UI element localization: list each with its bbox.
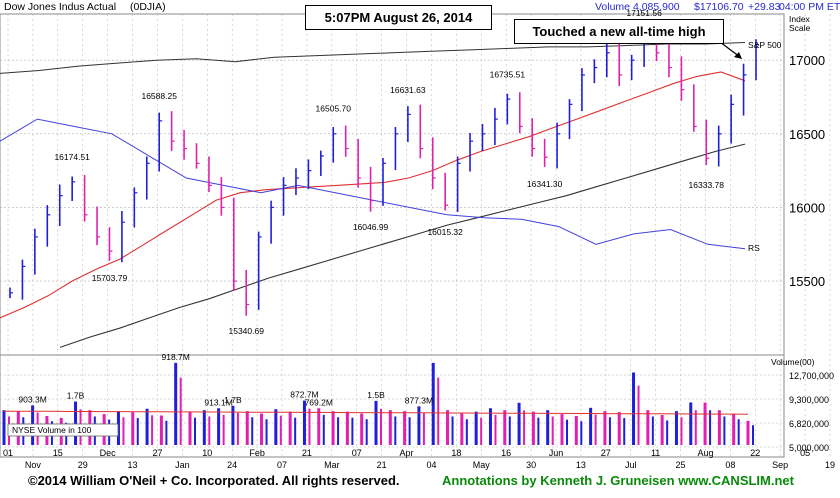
volume-tick-label: 12,700,000 [789, 371, 834, 381]
x-tick-label: Jun [549, 448, 564, 458]
x-tick-label: 19 [825, 460, 835, 470]
volume-tick-label: 5,000,000 [789, 443, 829, 453]
sp500-path [0, 42, 746, 74]
callout-arrowhead [734, 52, 742, 59]
volume-label: 918.7M [162, 352, 190, 362]
x-tick-label: 18 [451, 448, 461, 458]
x-tick-label: 11 [651, 448, 660, 458]
time-readout: 04:00 PM ET [779, 1, 840, 13]
volume-panel-frame [0, 354, 785, 458]
ma50-line [0, 71, 746, 319]
index-scale-label: Scale [789, 23, 811, 33]
y-tick-label: 15500 [789, 274, 825, 289]
x-tick-label: Dec [100, 448, 117, 458]
price-label: 16174.51 [54, 152, 90, 162]
price-label: 16505.70 [316, 103, 352, 113]
volume-bars [2, 362, 754, 445]
volume-label: 903.3M [18, 394, 46, 404]
price-label: 16046.99 [353, 222, 389, 232]
price-label: 15340.69 [229, 326, 265, 336]
price-readout: $17106.70 [694, 1, 744, 13]
x-tick-label: 21 [302, 448, 312, 458]
price-label: 16333.78 [689, 180, 725, 190]
x-tick-label: 07 [277, 460, 287, 470]
volume-label: 1.7B [224, 395, 242, 405]
x-tick-label: 08 [725, 460, 735, 470]
volume-label: 872.7M [290, 390, 318, 400]
x-tick-label: 29 [78, 460, 88, 470]
chart-symbol: (0DJIA) [130, 1, 166, 13]
price-label: 16588.25 [141, 91, 177, 101]
annotation-credit: Annotations by Kenneth J. Gruneisen www.… [442, 473, 794, 488]
ma200-line [59, 143, 746, 348]
x-tick-label: Apr [400, 448, 414, 458]
x-tick-label: 21 [377, 460, 387, 470]
price-labels: S&P 500 RS 16174.51 15703.79 16588.25 15340.6… [7, 8, 782, 437]
timestamp-box: 5:07PM August 26, 2014 [305, 5, 492, 30]
x-tick-label: 13 [576, 460, 586, 470]
axis-labels: 15500 16000 16500 17000 01 Nov 15 29 Dec 13 27 Jan 1… [3, 53, 835, 470]
x-tick-label: 05 [800, 448, 810, 458]
rs-label: RS [748, 243, 760, 253]
callout-box: Touched a new all-time high [514, 19, 724, 44]
price-label: 16015.32 [427, 227, 463, 237]
x-tick-label: 04 [426, 460, 436, 470]
y-tick-label: 16500 [789, 127, 825, 142]
volume-label: 1.5B [367, 390, 385, 400]
x-tick-label: Jan [175, 460, 190, 470]
x-tick-label: 24 [227, 460, 237, 470]
volume-tick-label: 9,300,000 [789, 395, 829, 405]
x-tick-label: 25 [676, 460, 686, 470]
volume-label: 877.3M [405, 395, 433, 405]
y-tick-label: 16000 [789, 200, 825, 215]
volume-legend: NYSE Volume in 100 [12, 425, 92, 435]
x-tick-label: Aug [697, 448, 713, 458]
volume-label: 913.1M [204, 397, 232, 407]
x-tick-label: 15 [53, 448, 63, 458]
volume-label: 1.7B [67, 391, 85, 401]
x-tick-label: Jul [625, 460, 637, 470]
grid [0, 14, 831, 457]
price-label: 15703.79 [92, 273, 128, 283]
volume-label: 769.2M [305, 397, 333, 407]
x-tick-label: 22 [750, 448, 760, 458]
volume-tick-label: 6,820,000 [789, 419, 829, 429]
x-tick-label: Mar [324, 460, 340, 470]
volume-ma-line [4, 410, 749, 415]
x-tick-label: 30 [526, 460, 536, 470]
price-label: 16735.51 [490, 69, 526, 79]
x-tick-label: 10 [202, 448, 212, 458]
x-tick-label: 13 [128, 460, 138, 470]
x-tick-label: 27 [152, 448, 162, 458]
price-bars [9, 29, 759, 316]
x-tick-label: 27 [601, 448, 611, 458]
price-label: 17151.56 [626, 8, 662, 18]
x-tick-label: 07 [352, 448, 362, 458]
x-tick-label: Feb [249, 448, 265, 458]
price-label: 16631.63 [390, 85, 426, 95]
index-scale-label: Index [789, 14, 811, 24]
volume-title: Volume(00) [771, 357, 815, 367]
x-tick-label: 16 [501, 448, 511, 458]
ma50-path [0, 71, 746, 319]
volume-legend-box [7, 423, 119, 437]
y-tick-label: 17000 [789, 53, 825, 68]
x-tick-label: May [473, 460, 491, 470]
sp500-label: S&P 500 [748, 40, 782, 50]
sp500-line [0, 42, 746, 74]
volume-readout: Volume 4,085,900 [595, 1, 680, 13]
x-tick-label: Sep [772, 460, 788, 470]
price-label: 16341.30 [527, 179, 563, 189]
x-tick-label: 01 [3, 448, 13, 458]
x-tick-label: Nov [25, 460, 42, 470]
ma200-path [59, 143, 746, 348]
chart-title: Dow Jones Indus Actual [4, 1, 116, 13]
change-readout: +29.83 [748, 1, 781, 13]
copyright-text: ©2014 William O'Neil + Co. Incorporated.… [28, 473, 400, 488]
